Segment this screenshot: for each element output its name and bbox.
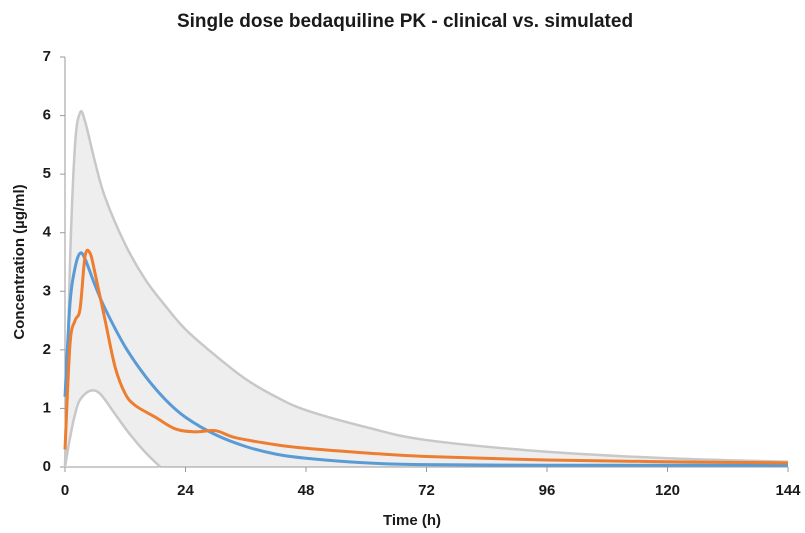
uncertainty-band <box>65 111 788 467</box>
x-tick-label: 24 <box>177 482 194 499</box>
x-tick-label: 120 <box>655 482 680 499</box>
line-series <box>63 248 789 465</box>
line-series <box>63 109 789 468</box>
y-tick-label: 7 <box>43 48 51 65</box>
y-tick-label: 1 <box>43 399 51 416</box>
y-tick-label: 0 <box>43 458 51 475</box>
x-tick-label: 0 <box>61 482 69 499</box>
x-tick-label: 144 <box>775 482 801 499</box>
chart-title: Single dose bedaquiline PK - clinical vs… <box>177 11 633 32</box>
x-tick-label: 96 <box>539 482 556 499</box>
x-axis-label: Time (h) <box>383 512 441 529</box>
y-tick-label: 3 <box>43 282 51 299</box>
x-tick-label: 48 <box>298 482 315 499</box>
y-tick-label: 2 <box>43 341 51 358</box>
y-axis-label: Concentration (µg/ml) <box>11 184 28 339</box>
line-series <box>63 251 788 467</box>
y-tick-label: 4 <box>43 224 52 241</box>
y-tick-label: 6 <box>43 107 51 124</box>
y-tick-label: 5 <box>43 165 51 182</box>
line-series <box>63 389 162 468</box>
x-tick-label: 72 <box>418 482 435 499</box>
